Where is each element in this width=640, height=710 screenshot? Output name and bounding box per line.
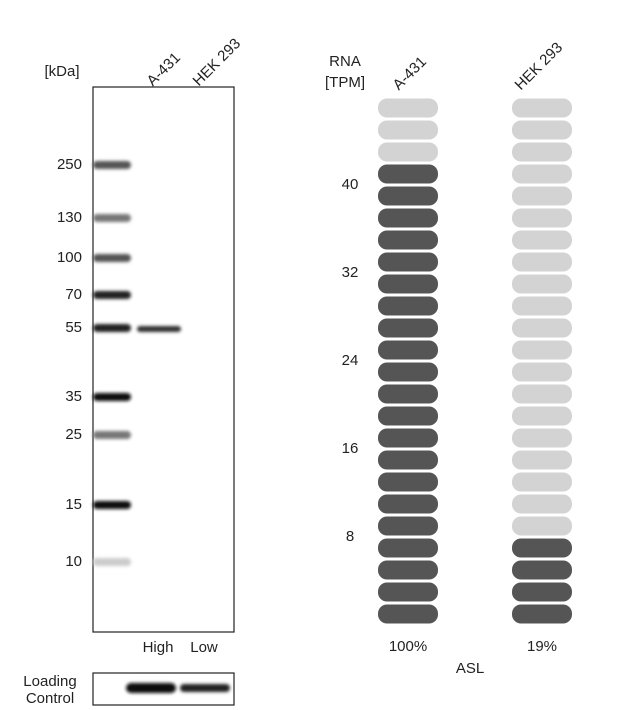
pill: [378, 604, 438, 624]
pill: [512, 472, 572, 492]
tick-label: 40: [342, 176, 359, 193]
pill: [378, 318, 438, 338]
percentage: 100%: [389, 638, 427, 655]
ladder-band: [93, 393, 131, 401]
pill: [378, 252, 438, 272]
tick-label: 8: [346, 528, 354, 545]
pill: [378, 120, 438, 140]
loading-band: [126, 683, 176, 693]
marker-label: 25: [65, 426, 82, 443]
axis-label: RNA: [329, 53, 361, 70]
band: [137, 326, 181, 332]
pill: [512, 98, 572, 118]
pill: [512, 450, 572, 470]
marker-label: 35: [65, 388, 82, 405]
pill: [378, 142, 438, 162]
ladder-band: [93, 214, 131, 222]
pill: [378, 384, 438, 404]
loading-label: Control: [26, 690, 74, 707]
pill: [378, 538, 438, 558]
blot-frame: [92, 86, 235, 633]
ladder-band: [93, 324, 131, 332]
pill: [378, 406, 438, 426]
pill: [512, 406, 572, 426]
pill: [512, 296, 572, 316]
loading-band: [180, 684, 230, 692]
pill: [378, 362, 438, 382]
ladder-band: [93, 291, 131, 299]
pill: [512, 428, 572, 448]
pill: [512, 384, 572, 404]
ladder-band: [93, 161, 131, 169]
lane-label: A-431: [390, 53, 430, 93]
pill: [512, 582, 572, 602]
pill: [512, 516, 572, 536]
percentage: 19%: [527, 638, 557, 655]
marker-label: 15: [65, 496, 82, 513]
ladder-band: [93, 558, 131, 566]
tick-label: 16: [342, 440, 359, 457]
marker-label: 130: [57, 209, 82, 226]
marker-label: 250: [57, 156, 82, 173]
lane-label: HEK 293: [190, 35, 244, 89]
pill: [378, 274, 438, 294]
pill: [512, 230, 572, 250]
pill: [378, 164, 438, 184]
pill: [378, 428, 438, 448]
pill: [512, 274, 572, 294]
pill: [512, 186, 572, 206]
gene-name: ASL: [456, 660, 484, 677]
level-label: High: [143, 639, 174, 656]
tick-label: 32: [342, 264, 359, 281]
pill: [512, 164, 572, 184]
loading-label: Loading: [23, 673, 76, 690]
pill: [378, 494, 438, 514]
ladder-band: [93, 254, 131, 262]
pill: [378, 296, 438, 316]
pill: [378, 516, 438, 536]
pill: [512, 318, 572, 338]
pill: [512, 340, 572, 360]
pill: [378, 230, 438, 250]
level-label: Low: [190, 639, 218, 656]
pill: [378, 472, 438, 492]
marker-label: 55: [65, 319, 82, 336]
pill: [512, 208, 572, 228]
pill: [512, 560, 572, 580]
pill: [378, 450, 438, 470]
pill: [512, 362, 572, 382]
marker-label: 10: [65, 553, 82, 570]
marker-label: 100: [57, 249, 82, 266]
ladder-band: [93, 501, 131, 509]
pill: [512, 604, 572, 624]
pill: [512, 252, 572, 272]
tick-label: 24: [342, 352, 359, 369]
pill: [512, 494, 572, 514]
pill: [378, 186, 438, 206]
pill: [378, 560, 438, 580]
pill: [512, 538, 572, 558]
pill: [378, 98, 438, 118]
lane-label: HEK 293: [512, 39, 566, 93]
ladder: [93, 161, 131, 566]
pill: [378, 208, 438, 228]
unit-label: [kDa]: [44, 63, 79, 80]
pill: [378, 340, 438, 360]
pill: [512, 142, 572, 162]
ladder-band: [93, 431, 131, 439]
pills: [378, 98, 572, 624]
marker-label: 70: [65, 286, 82, 303]
pill: [512, 120, 572, 140]
lane-label: A-431: [144, 49, 184, 89]
pill: [378, 582, 438, 602]
axis-label: [TPM]: [325, 74, 365, 91]
